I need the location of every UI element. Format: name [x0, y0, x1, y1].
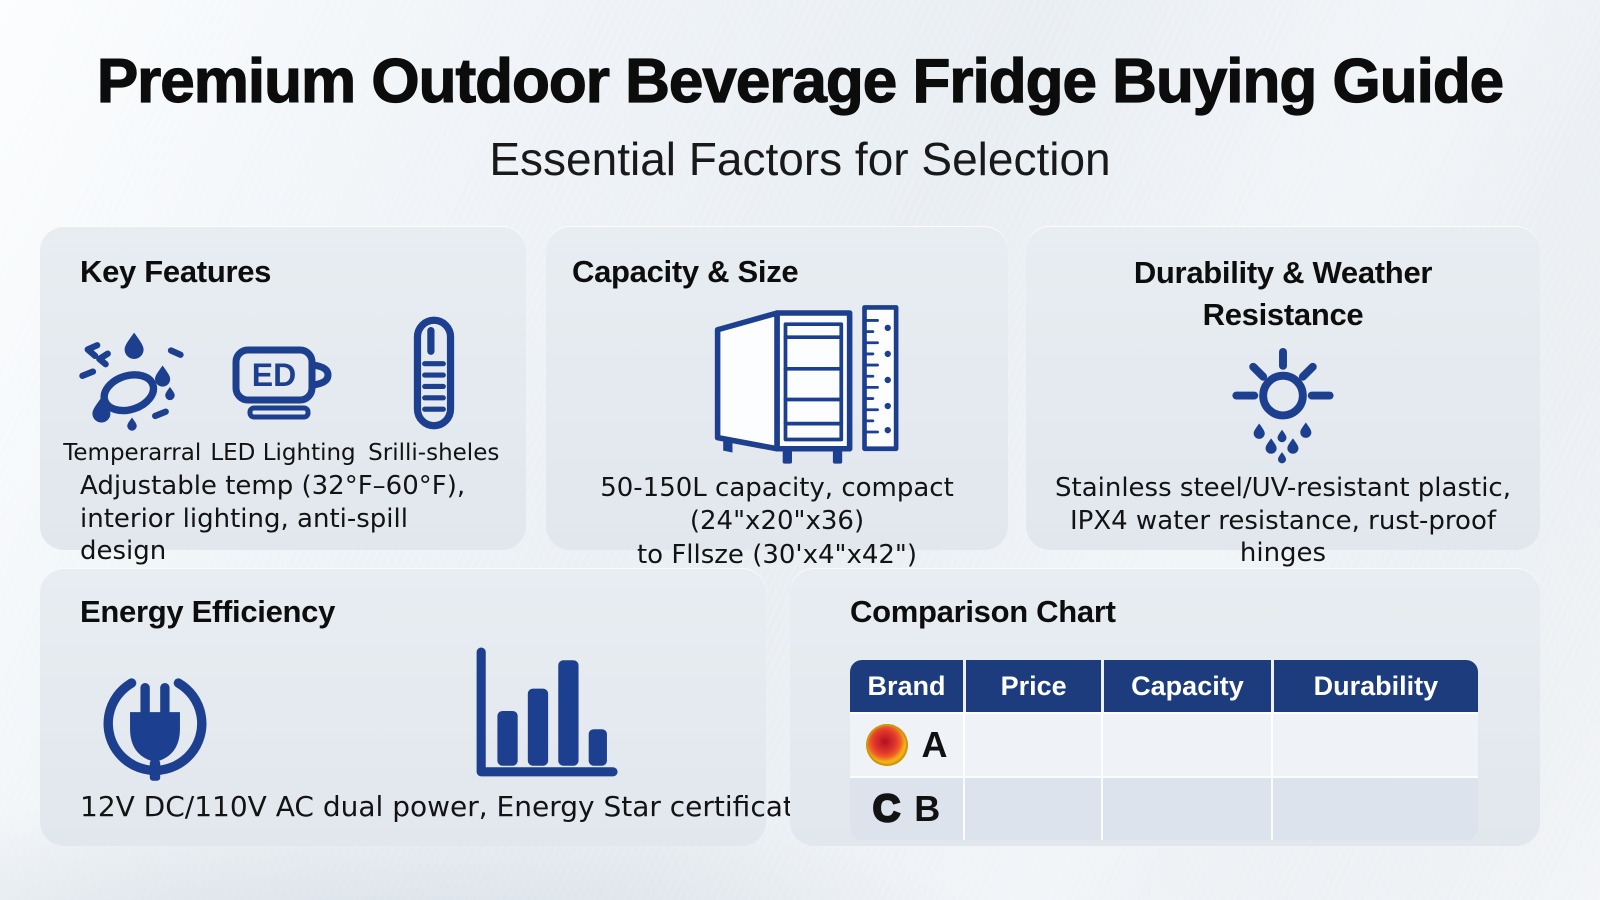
capacity-desc-line1: 50-150L capacity, compact (24"x20"x36)	[600, 473, 954, 537]
durability-description: Stainless steel/UV-resistant plastic, IP…	[1055, 473, 1511, 568]
capacity-size-title: Capacity & Size	[572, 254, 799, 289]
led-badge-text: ED	[252, 357, 296, 393]
key-features-title: Key Features	[80, 254, 272, 289]
column-header-price: Price	[963, 660, 1102, 712]
bar-chart-icon	[458, 644, 622, 786]
durability-card: Durability & Weather Resistance	[1026, 226, 1540, 568]
brand-a-durability-cell	[1270, 712, 1478, 776]
page-subtitle: Essential Factors for Selection	[489, 133, 1111, 185]
condensation-drops-icon	[74, 314, 190, 432]
key-features-icon-row: Temperarral ED LED Lighting	[58, 314, 508, 466]
page-title: Premium Outdoor Beverage Fridge Buying G…	[96, 46, 1505, 116]
durability-title: Durability & Weather Resistance	[1026, 252, 1540, 336]
capacity-desc-line2: to Fllsze (30'x4"x42")	[636, 539, 918, 570]
key-features-description: Adjustable temp (32°F–60°F), interior li…	[80, 471, 466, 566]
brand-b-letter: B	[914, 788, 941, 829]
energy-card: Energy Efficiency 12V DC/110V AC dual po…	[40, 568, 837, 846]
capacity-size-description: 50-150L capacity, compact (24"x20"x36) t…	[546, 472, 1008, 572]
brand-a-price-cell	[963, 712, 1102, 776]
fridge-ruler-icon	[686, 300, 911, 472]
energy-description: 12V DC/110V AC dual power, Energy Star c…	[80, 790, 837, 823]
led-lighting-icon: ED	[227, 314, 339, 432]
key-features-card: Key Features	[40, 226, 526, 566]
column-header-durability: Durability	[1270, 660, 1478, 712]
column-header-capacity: Capacity	[1101, 660, 1271, 712]
durability-title-line1: Durability & Weather	[1133, 255, 1433, 290]
table-row-brand-b: C B	[850, 776, 1478, 840]
brand-b-durability-cell	[1270, 776, 1478, 840]
energy-title: Energy Efficiency	[80, 594, 336, 629]
brand-b-capacity-cell	[1101, 776, 1271, 840]
capacity-size-card: Capacity & Size	[546, 226, 1008, 570]
comparison-table: Brand Price Capacity Durability A C B	[850, 660, 1478, 840]
sun-rain-icon	[1026, 344, 1540, 473]
power-plug-icon	[92, 656, 218, 786]
feature-led-label: LED Lighting	[210, 440, 356, 466]
brand-b-cell: C B	[850, 776, 964, 840]
brand-b-logo-icon: C	[872, 788, 902, 830]
feature-shelves: Srilli-sheles	[360, 314, 509, 466]
comparison-title: Comparison Chart	[850, 594, 1116, 629]
column-header-brand: Brand	[850, 660, 964, 712]
durability-title-line2: Resistance	[1202, 296, 1364, 332]
feature-temperature-label: Temperarral	[63, 440, 202, 466]
brand-a-capacity-cell	[1101, 712, 1271, 776]
feature-led-lighting: ED LED Lighting	[209, 314, 358, 466]
comparison-card: Comparison Chart Brand Price Capacity Du…	[790, 568, 1540, 846]
feature-shelves-label: Srilli-sheles	[368, 440, 500, 466]
brand-b-price-cell	[963, 776, 1102, 840]
brand-a-letter: A	[921, 724, 948, 765]
slide-shelves-icon	[403, 314, 465, 432]
brand-a-logo-icon	[865, 724, 908, 766]
feature-temperature: Temperarral	[58, 314, 207, 466]
comparison-table-header: Brand Price Capacity Durability	[850, 660, 1478, 712]
table-row-brand-a: A	[850, 712, 1478, 776]
brand-a-cell: A	[850, 712, 964, 776]
